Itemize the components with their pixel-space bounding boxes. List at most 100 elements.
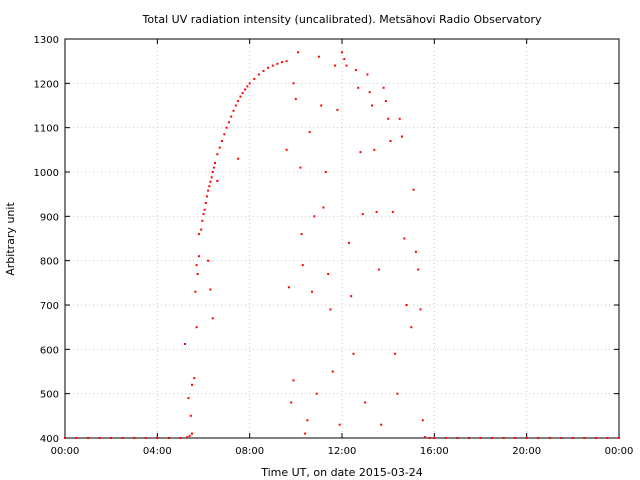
data-point [204, 202, 207, 204]
data-point [227, 121, 230, 124]
data-point [354, 69, 357, 71]
x-tick-label: 12:00 [328, 446, 357, 457]
y-tick-label: 400 [40, 434, 59, 445]
data-point [311, 290, 313, 293]
data-point [285, 148, 288, 151]
data-point [317, 55, 320, 58]
data-point [343, 58, 346, 60]
data-point [216, 179, 219, 182]
data-point [548, 437, 551, 439]
data-point [187, 397, 190, 400]
y-axis-label: Arbitrary unit [4, 202, 17, 276]
data-point [144, 437, 147, 439]
data-point [401, 135, 403, 138]
data-point [167, 437, 170, 439]
data-point [345, 64, 348, 67]
data-point [191, 383, 193, 386]
y-tick-label: 1200 [34, 79, 59, 90]
data-point [456, 437, 459, 439]
data-point [537, 437, 540, 439]
data-point [189, 414, 192, 417]
data-point [200, 228, 203, 231]
data-point [193, 377, 196, 380]
data-point [191, 432, 193, 435]
data-point [428, 437, 431, 439]
data-point [315, 392, 318, 395]
data-point [357, 86, 360, 89]
data-point [583, 437, 586, 439]
data-point [211, 171, 214, 173]
data-point [373, 148, 376, 151]
data-point [468, 437, 470, 439]
data-point [361, 213, 364, 216]
y-tick-label: 500 [40, 390, 59, 401]
data-point [212, 166, 215, 169]
data-point [308, 131, 311, 134]
data-point [525, 437, 528, 439]
data-point [391, 210, 394, 213]
chart-title: Total UV radiation intensity (uncalibrat… [142, 13, 542, 26]
data-point [334, 64, 337, 67]
data-point [329, 308, 332, 311]
data-point [341, 51, 343, 54]
data-point [223, 133, 226, 136]
data-point [352, 352, 355, 355]
data-point [560, 437, 563, 439]
data-point [350, 295, 353, 298]
data-series [64, 51, 620, 439]
data-point [301, 264, 304, 267]
data-point [211, 317, 214, 320]
data-point [194, 290, 197, 293]
data-point [368, 91, 371, 94]
plot-frame [64, 38, 620, 439]
data-point [221, 140, 223, 142]
data-point [377, 268, 380, 271]
data-point [210, 176, 213, 179]
data-point [396, 392, 399, 395]
data-point [306, 419, 309, 422]
x-tick-label: 00:00 [605, 446, 634, 457]
data-point [208, 185, 211, 188]
data-point [207, 189, 210, 192]
data-point [133, 437, 136, 439]
x-tick-label: 00:00 [51, 446, 80, 457]
data-point [618, 437, 620, 439]
y-tick-label: 800 [40, 257, 59, 268]
data-point [364, 401, 367, 404]
x-axis-label: Time UT, on date 2015-03-24 [260, 466, 423, 479]
data-point [285, 60, 288, 63]
data-point [75, 437, 78, 439]
data-point [281, 61, 283, 64]
data-point [421, 419, 424, 422]
data-point [366, 73, 369, 76]
x-tick-label: 16:00 [420, 446, 449, 457]
data-point [188, 434, 191, 437]
data-point [433, 437, 436, 439]
data-point [292, 379, 295, 382]
data-point [110, 437, 113, 439]
data-point [331, 370, 334, 373]
y-tick-label: 1100 [34, 124, 59, 135]
data-point [359, 151, 362, 154]
data-point [179, 437, 182, 439]
data-point [313, 215, 316, 218]
data-point [414, 250, 417, 253]
data-point [216, 153, 219, 156]
data-point [371, 104, 373, 107]
data-point [248, 82, 251, 85]
data-point [184, 343, 186, 345]
data-point [336, 108, 339, 111]
x-tick-label: 08:00 [235, 446, 264, 457]
data-point [241, 92, 244, 95]
data-point [297, 51, 300, 54]
data-point [201, 219, 204, 222]
data-point [514, 437, 517, 439]
data-point [225, 126, 228, 129]
data-point [87, 437, 90, 439]
data-point [324, 171, 327, 173]
data-point [237, 157, 240, 160]
x-tick-label: 04:00 [143, 446, 172, 457]
data-point [382, 86, 385, 89]
data-point [417, 268, 420, 271]
